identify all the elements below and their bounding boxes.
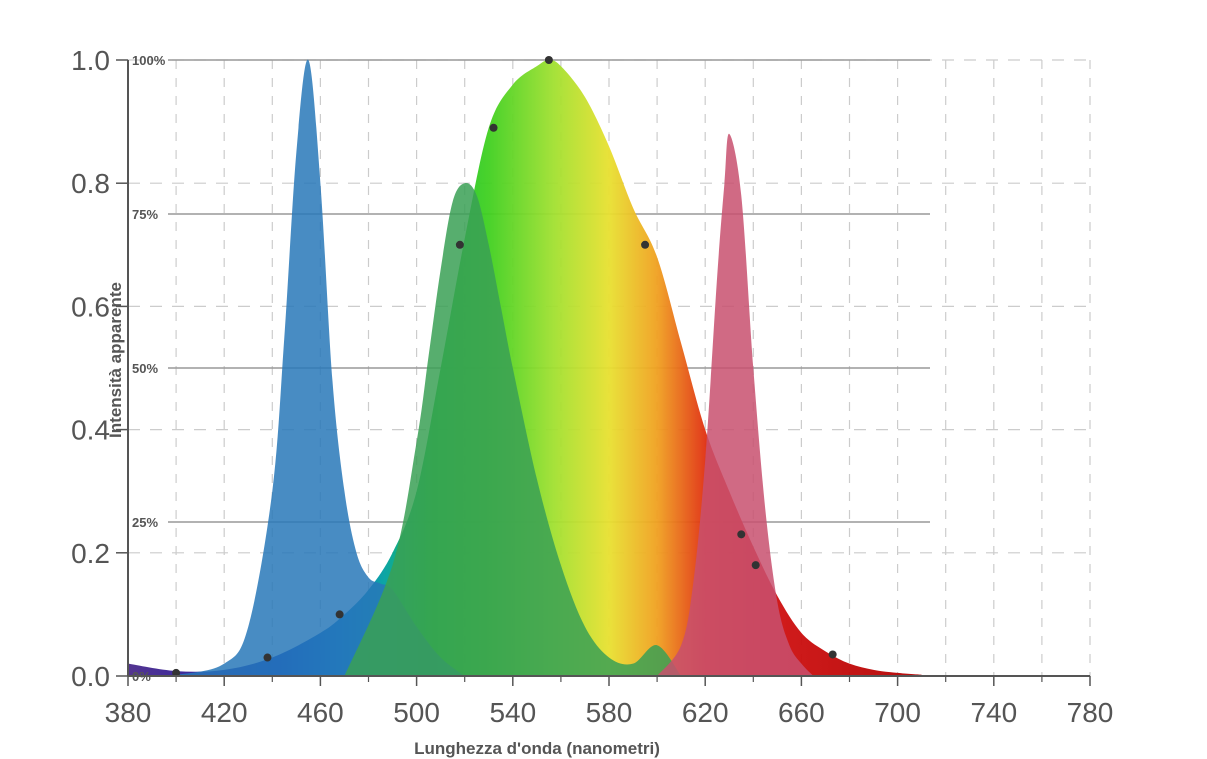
- y-tick-label: 1.0: [71, 45, 110, 76]
- axes: 380 420 460 500 540 580 620 660 700 740 780 0.0 0.2 0…: [71, 45, 1113, 728]
- data-marker: [751, 561, 760, 570]
- x-tick-label: 660: [778, 697, 825, 728]
- y-tick-label: 0.6: [71, 291, 110, 322]
- data-marker: [737, 530, 746, 539]
- data-marker: [335, 610, 344, 619]
- percent-label: 50%: [132, 361, 158, 376]
- y-tick-label: 0.8: [71, 168, 110, 199]
- percent-label: 0%: [132, 669, 151, 684]
- data-markers: [172, 56, 837, 677]
- data-marker: [172, 668, 181, 677]
- emission-peak-area: [344, 183, 682, 676]
- x-tick-label: 420: [201, 697, 248, 728]
- x-tick-label: 380: [105, 697, 152, 728]
- data-marker: [544, 56, 553, 64]
- x-tick-label: 780: [1067, 697, 1114, 728]
- emission-peak-area: [657, 133, 814, 676]
- x-tick-label: 700: [874, 697, 921, 728]
- data-marker: [263, 653, 272, 662]
- x-tick-label: 460: [297, 697, 344, 728]
- percent-label: 100%: [132, 53, 166, 68]
- data-marker: [489, 123, 498, 132]
- emission-peak-area: [128, 59, 465, 677]
- y-axis-title: Intensità apparente: [106, 282, 125, 438]
- x-tick-label: 620: [682, 697, 729, 728]
- percent-label: 25%: [132, 515, 158, 530]
- y-tick-label: 0.4: [71, 415, 110, 446]
- y-tick-label: 0.0: [71, 661, 110, 692]
- data-marker: [641, 240, 650, 249]
- data-marker: [455, 240, 464, 249]
- x-tick-label: 580: [586, 697, 633, 728]
- y-tick-label: 0.2: [71, 538, 110, 569]
- x-tick-label: 740: [970, 697, 1017, 728]
- percent-label: 75%: [132, 207, 158, 222]
- x-tick-label: 540: [489, 697, 536, 728]
- data-marker: [828, 650, 837, 659]
- x-tick-label: 500: [393, 697, 440, 728]
- spectrum-areas: [128, 59, 922, 677]
- x-axis-title: Lunghezza d'onda (nanometri): [414, 739, 660, 758]
